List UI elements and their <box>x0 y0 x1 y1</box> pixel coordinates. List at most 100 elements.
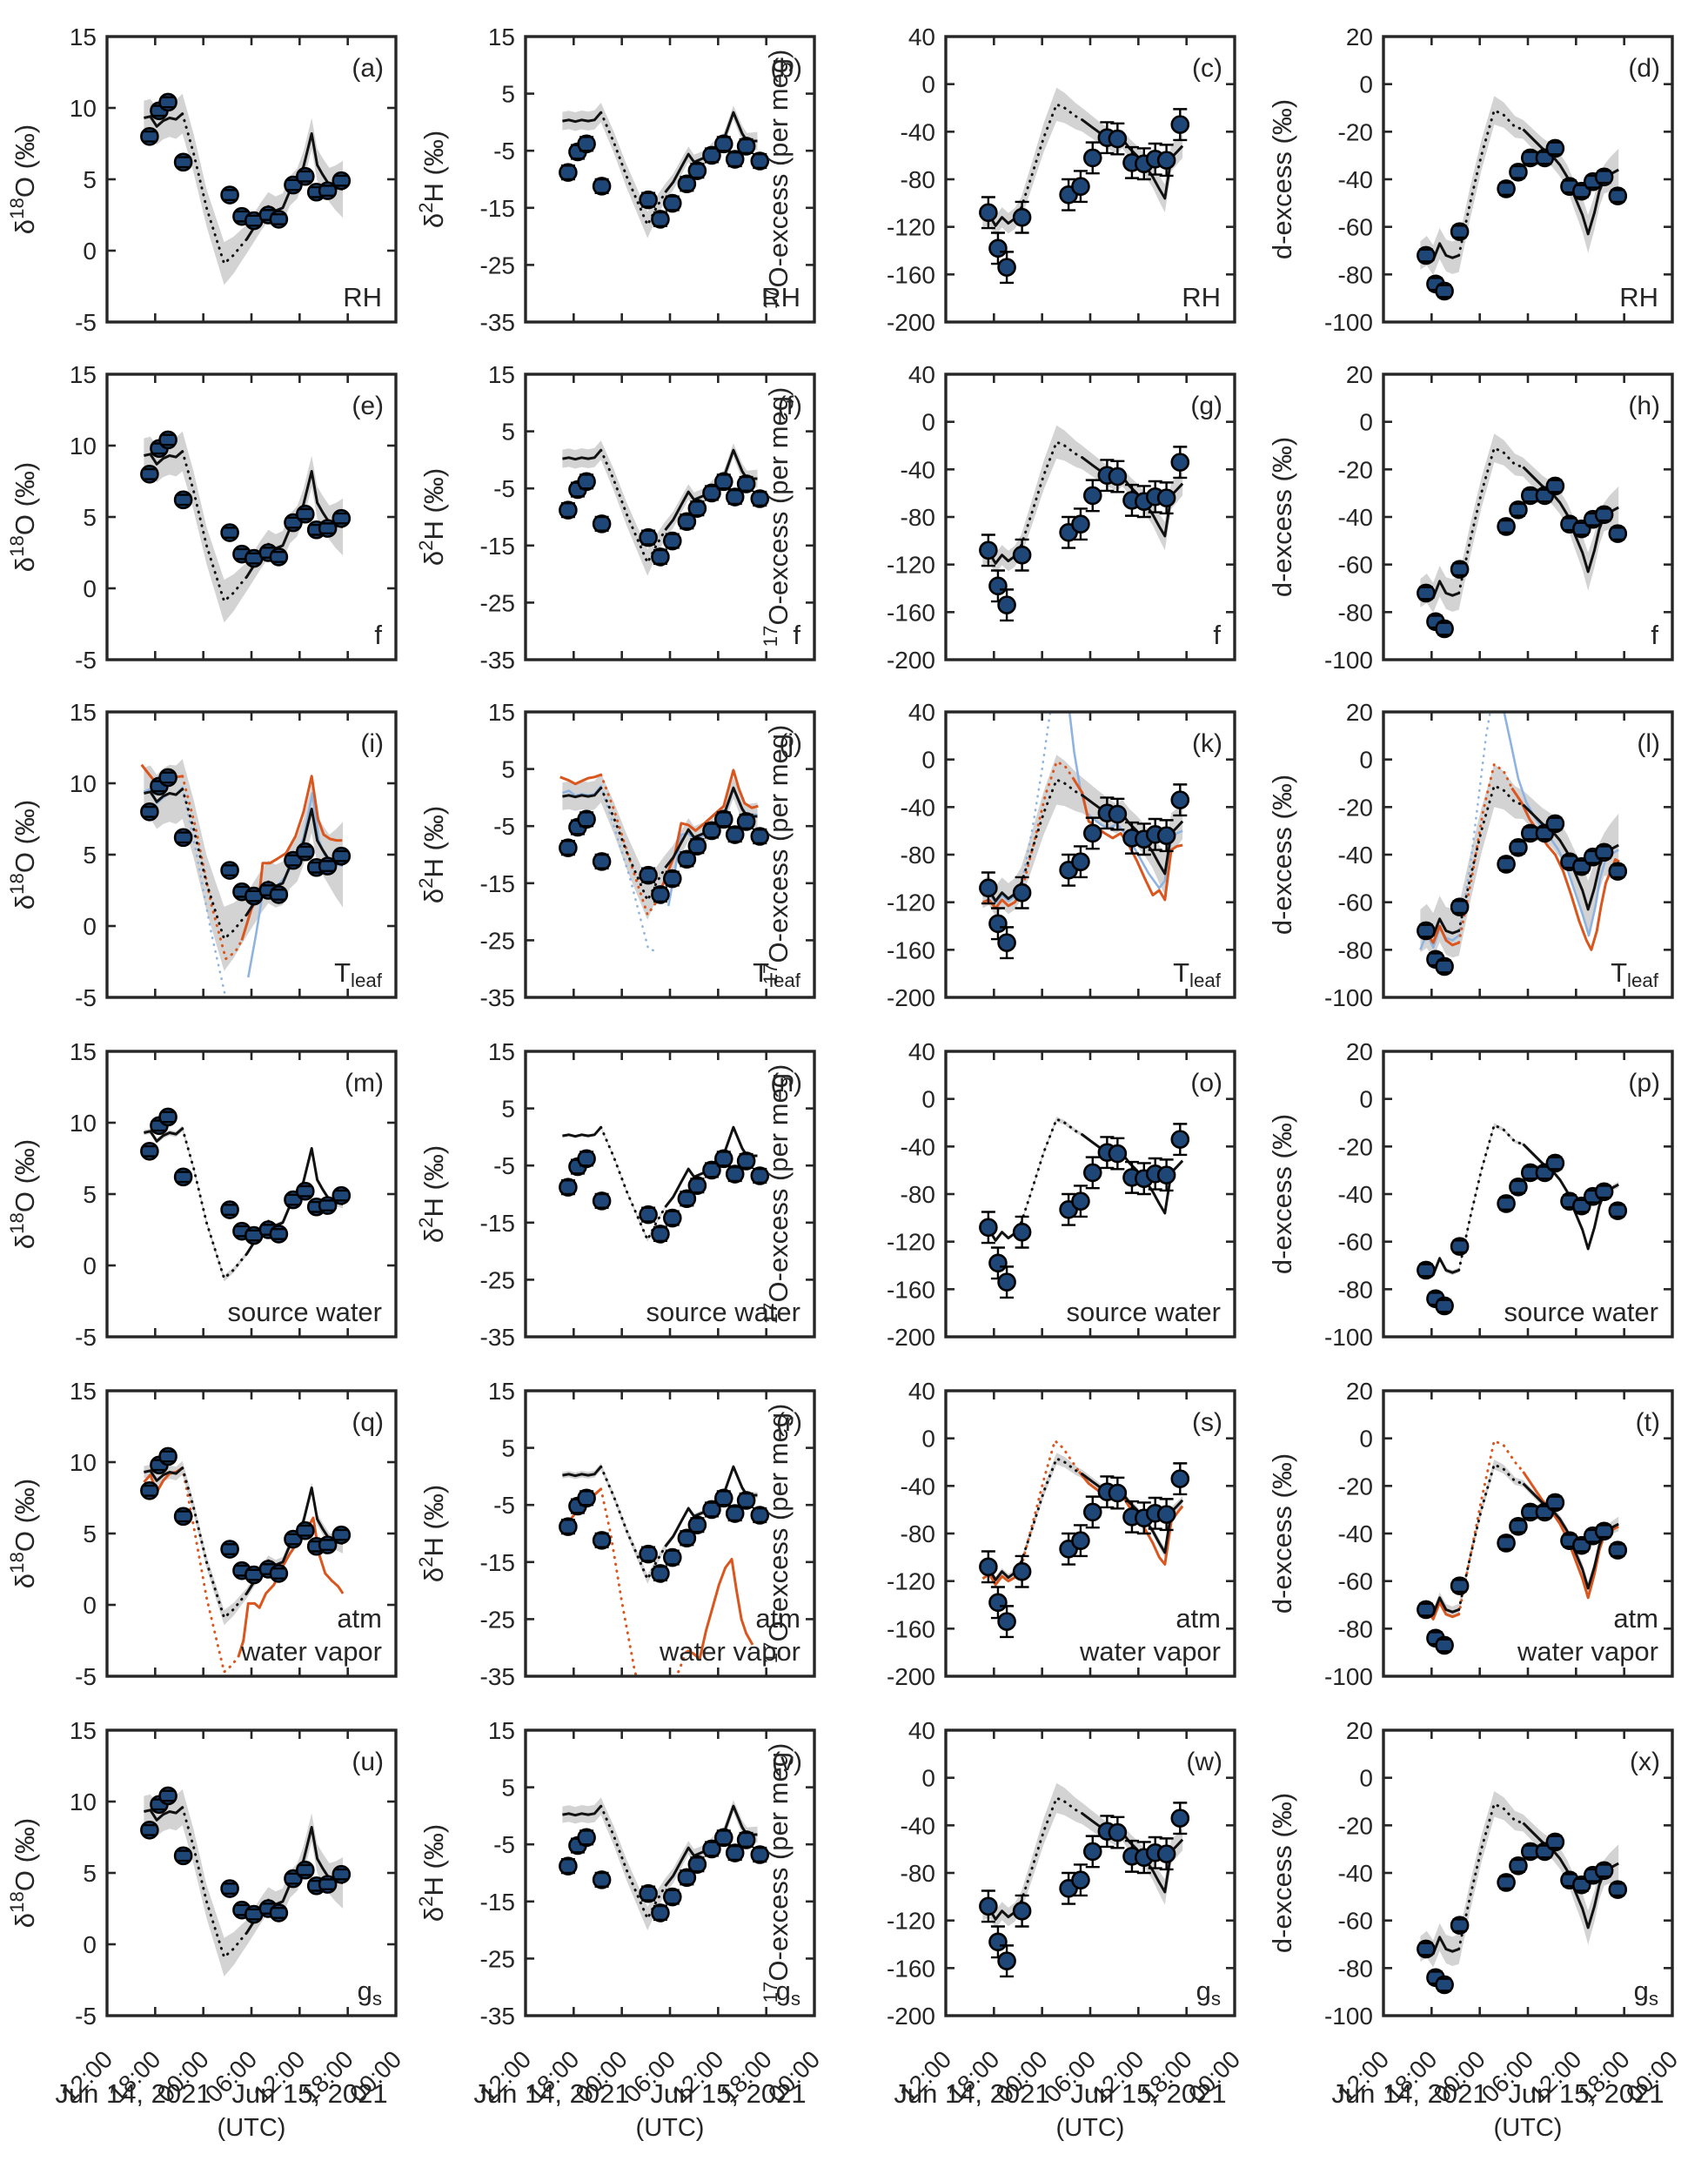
row-condition-label: gs <box>776 1976 800 2010</box>
observation-marker <box>750 151 770 171</box>
y-tick-label: -60 <box>1338 1229 1373 1256</box>
model-line <box>1020 440 1084 547</box>
y-tick-label: -20 <box>1338 1812 1373 1839</box>
y-tick-label: -200 <box>887 647 935 674</box>
y-tick-label: -5 <box>75 1663 97 1690</box>
y-tick-label: -120 <box>887 552 935 579</box>
y-tick-label: 10 <box>70 1110 97 1137</box>
observation-marker <box>736 812 756 831</box>
y-tick-label: -80 <box>1338 1276 1373 1303</box>
observation-marker <box>577 134 596 154</box>
y-tick-label: -15 <box>480 870 515 897</box>
y-tick-label: 0 <box>921 1426 935 1453</box>
y-tick-label: -100 <box>1324 309 1373 336</box>
model-line <box>599 786 666 902</box>
y-tick-label: -80 <box>1338 936 1373 963</box>
observation-marker <box>1417 1260 1436 1280</box>
observation-marker <box>1170 115 1190 134</box>
observation-marker <box>979 540 998 560</box>
observation-marker <box>988 238 1008 258</box>
observation-marker <box>1082 1842 1102 1862</box>
y-tick-label: -15 <box>480 533 515 560</box>
y-tick-label: -200 <box>887 2003 935 2030</box>
y-tick-label: 10 <box>70 1789 97 1815</box>
y-tick-label: -5 <box>75 1324 97 1351</box>
row-condition-label: source water <box>1504 1297 1658 1327</box>
y-tick-label: 15 <box>488 1378 515 1405</box>
uncertainty-band <box>562 440 758 576</box>
y-axis-label: δ18O (‰) <box>6 462 40 572</box>
observation-marker <box>1082 823 1102 843</box>
y-tick-label: -40 <box>1338 166 1373 193</box>
observation-marker <box>651 1564 670 1583</box>
y-tick-label: -20 <box>1338 456 1373 483</box>
y-tick-label: -120 <box>887 1568 935 1595</box>
observation-marker <box>1608 1540 1628 1560</box>
observation-marker <box>1417 1600 1436 1620</box>
observation-marker <box>1156 488 1176 507</box>
observation-marker <box>662 869 682 889</box>
y-axis-label: δ18O (‰) <box>6 800 40 909</box>
y-tick-label: -35 <box>480 984 515 1011</box>
observation-marker <box>1071 1531 1090 1550</box>
panel-l: 20 0 -20 -40 -60 -80 -100 d-excess (‰) (l) Tleaf <box>1267 699 1674 1011</box>
y-tick-label: -15 <box>480 1889 515 1916</box>
observation-marker <box>1071 1191 1090 1211</box>
observation-marker <box>979 1557 998 1577</box>
observation-marker <box>988 1253 1008 1273</box>
y-axis-label: d-excess (‰) <box>1267 1793 1297 1953</box>
observation-marker <box>702 1839 721 1859</box>
panel-letter: (o) <box>1190 1069 1222 1097</box>
row-condition-label: RH <box>761 282 800 312</box>
y-tick-label: -80 <box>1338 1955 1373 1982</box>
observation-marker <box>736 1830 756 1849</box>
panel-letter: (q) <box>352 1408 384 1437</box>
observation-marker <box>1608 524 1628 543</box>
model-line <box>562 111 602 124</box>
y-tick-label: 40 <box>908 361 935 388</box>
observation-marker <box>1156 1165 1176 1185</box>
observation-marker <box>1071 514 1090 534</box>
panel-letter: (r) <box>776 1408 802 1437</box>
y-tick-label: 40 <box>908 1378 935 1405</box>
observation-marker <box>1509 837 1528 857</box>
observation-marker <box>639 190 658 210</box>
y-tick-label: 20 <box>1346 1378 1373 1405</box>
observation-marker <box>592 852 612 871</box>
y-tick-label: 5 <box>83 1520 97 1547</box>
model-line <box>1020 1117 1084 1225</box>
row-condition-label: atm <box>337 1603 382 1634</box>
model-line <box>1020 1796 1084 1903</box>
y-tick-label: 40 <box>908 23 935 50</box>
y-tick-label: -80 <box>901 504 935 531</box>
observation-marker <box>725 1843 745 1862</box>
y-axis-label: δ2H (‰) <box>415 806 449 903</box>
observation-marker <box>997 595 1016 614</box>
y-tick-label: -60 <box>1338 889 1373 916</box>
observation-marker <box>1082 148 1102 168</box>
y-tick-label: 15 <box>488 1717 515 1744</box>
observation-marker <box>1071 852 1090 872</box>
observation-marker <box>702 1160 721 1180</box>
panel-g: 40 0 -40 -80 -120 -160 -200 17O-excess (per meg… <box>760 361 1236 674</box>
y-tick-label: 15 <box>70 699 97 726</box>
model-line <box>181 112 248 265</box>
y-tick-label: 0 <box>83 1252 97 1279</box>
observation-marker <box>662 1208 682 1228</box>
y-tick-label: -60 <box>1338 214 1373 241</box>
row-condition-label: source water <box>1067 1297 1221 1327</box>
panel-letter: (f) <box>778 392 802 420</box>
row-condition-label: source water <box>646 1297 800 1327</box>
observation-marker <box>1012 207 1032 227</box>
observation-marker <box>997 933 1016 952</box>
observation-marker <box>559 1517 578 1536</box>
observation-marker <box>1450 897 1470 916</box>
observation-marker <box>1012 1901 1032 1921</box>
row-condition-label: RH <box>1619 282 1658 312</box>
observation-marker <box>687 1515 707 1534</box>
y-tick-label: 0 <box>921 747 935 774</box>
observation-marker <box>1594 1521 1614 1541</box>
y-tick-label: -160 <box>887 936 935 963</box>
utc-label: (UTC) <box>1494 2114 1563 2142</box>
